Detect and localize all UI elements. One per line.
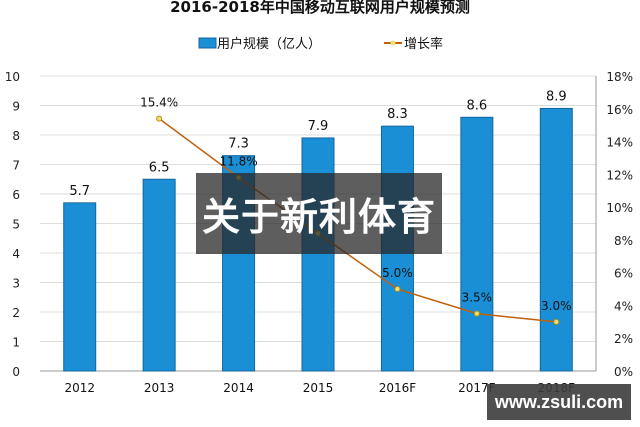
growth-marker — [394, 286, 401, 293]
left-tick-label: 2 — [12, 306, 20, 320]
growth-value-label: 3.0% — [541, 299, 572, 313]
left-tick-label: 1 — [12, 336, 20, 350]
legend-bar-swatch — [198, 37, 217, 49]
x-tick-label: 2013 — [144, 381, 175, 395]
legend-line-marker — [390, 40, 396, 46]
right-tick-label: 4% — [614, 299, 633, 313]
right-tick-label: 8% — [614, 234, 633, 248]
right-tick-label: 2% — [614, 332, 633, 346]
growth-value-label: 3.5% — [462, 291, 493, 305]
x-tick-label: 2012 — [64, 381, 95, 395]
left-tick-label: 9 — [12, 100, 20, 114]
legend-bar-label: 用户规模（亿人） — [217, 36, 321, 52]
growth-marker — [553, 318, 560, 325]
right-tick-label: 16% — [606, 103, 633, 117]
bar-value-label: 8.6 — [467, 98, 488, 113]
x-tick-label: 2015 — [303, 381, 334, 395]
x-tick-label: 2014 — [223, 381, 254, 395]
legend-line-label: 增长率 — [404, 36, 443, 52]
bar-value-label: 7.3 — [228, 137, 249, 152]
growth-value-label: 11.8% — [220, 155, 258, 169]
left-tick-label: 5 — [12, 218, 20, 232]
overlay-banner: 关于新利体育 — [196, 173, 442, 254]
bar-value-label: 7.9 — [308, 119, 329, 134]
left-tick-label: 8 — [12, 129, 20, 143]
right-tick-label: 0% — [614, 365, 633, 379]
right-tick-label: 10% — [606, 201, 633, 215]
bar-value-label: 8.9 — [546, 89, 567, 104]
bar — [460, 116, 494, 372]
bar-value-label: 5.7 — [69, 184, 90, 199]
left-tick-label: 6 — [12, 188, 20, 202]
growth-value-label: 5.0% — [382, 266, 413, 280]
left-tick-label: 4 — [12, 247, 20, 261]
right-tick-label: 14% — [606, 136, 633, 150]
bar — [142, 178, 176, 372]
bar-value-label: 6.5 — [149, 160, 170, 175]
x-tick-label: 2017F — [458, 381, 496, 395]
left-tick-label: 0 — [12, 365, 20, 379]
growth-value-label: 15.4% — [140, 96, 178, 110]
growth-line — [158, 118, 557, 323]
chart-title: 2016-2018年中国移动互联网用户规模预测 — [170, 0, 470, 16]
left-tick-label: 3 — [12, 277, 20, 291]
growth-marker — [156, 115, 163, 122]
right-tick-label: 6% — [614, 267, 633, 281]
x-tick-label: 2016F — [379, 381, 417, 395]
watermark: www.zsuli.com — [487, 384, 631, 420]
growth-marker — [473, 310, 480, 317]
bar — [539, 107, 573, 372]
bar — [63, 202, 97, 372]
right-tick-label: 18% — [606, 70, 633, 84]
left-tick-label: 10 — [5, 70, 20, 84]
bar-value-label: 8.3 — [387, 107, 408, 122]
left-tick-label: 7 — [12, 159, 20, 173]
legend: 用户规模（亿人） 增长率 — [198, 36, 443, 52]
right-tick-label: 12% — [606, 168, 633, 182]
